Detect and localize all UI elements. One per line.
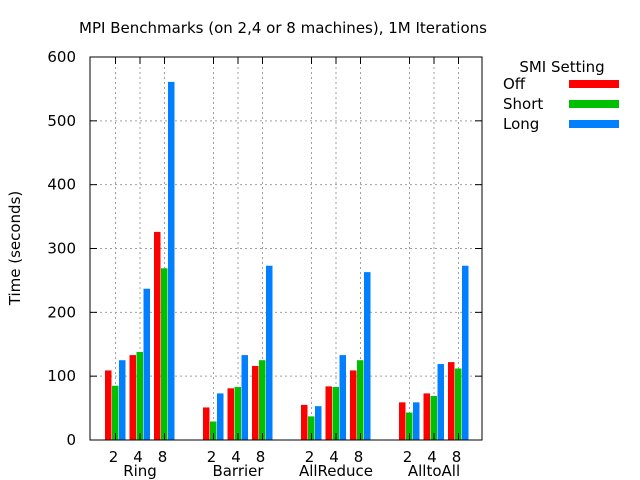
bar-off [423,393,430,440]
y-axis-label: Time (seconds) [6,191,24,307]
y-tick-label: 500 [47,112,76,130]
x-tick-label: 2 [403,448,413,466]
bar-long [266,265,273,440]
group-label: AllReduce [299,462,373,480]
bar-long [339,355,346,440]
bar-off [301,404,308,440]
legend-label: Short [503,95,543,113]
bar-off [325,386,332,440]
x-tick-label: 8 [354,448,364,466]
bar-off [448,362,455,440]
legend-swatch [569,120,619,128]
bar-off [350,370,357,440]
bar-long [143,288,150,440]
y-tick-label: 100 [47,367,76,385]
bar-short [406,412,413,440]
x-tick-label: 4 [329,448,339,466]
bar-long [241,355,248,440]
bar-long [119,360,126,440]
bar-short [210,421,217,440]
legend-swatch [569,100,619,108]
y-tick-label: 300 [47,240,76,258]
bar-off [105,370,112,440]
bar-off [154,231,161,440]
bar-off [399,402,406,440]
bar-long [413,402,420,440]
x-tick-label: 8 [452,448,462,466]
bar-long [437,364,444,440]
x-tick-label: 2 [109,448,119,466]
x-tick-label: 4 [133,448,143,466]
bar-short [455,368,462,440]
legend-label: Off [503,75,526,93]
x-tick-label: 8 [256,448,266,466]
y-tick-label: 200 [47,303,76,321]
chart-title: MPI Benchmarks (on 2,4 or 8 machines), 1… [79,19,487,37]
x-tick-label: 4 [427,448,437,466]
bar-short [234,387,241,440]
bar-long [364,272,371,440]
bar-short [112,385,119,440]
bar-short [430,395,437,440]
group-label: AlltoAll [408,462,460,480]
bar-long [168,81,175,441]
y-tick-label: 400 [47,176,76,194]
group-label: Ring [123,462,157,480]
legend: Off Short Long [503,75,619,133]
legend-swatch [569,80,619,88]
x-tick-label: 4 [231,448,241,466]
bar-short [332,387,339,440]
bar-off [227,388,234,440]
y-tick-label: 600 [47,48,76,66]
bar-long [315,406,322,440]
bars [105,81,469,441]
group-label: Barrier [212,462,264,480]
bar-short [308,416,315,440]
x-tick-label: 2 [305,448,315,466]
bar-long [462,265,469,440]
bar-short [259,360,266,440]
bar-long [217,393,224,440]
bar-short [161,268,168,440]
x-tick-label: 8 [158,448,168,466]
bar-off [252,365,259,440]
y-tick-label: 0 [66,431,76,449]
x-tick-label: 2 [207,448,217,466]
bar-short [357,360,364,440]
legend-title: SMI Setting [519,58,604,76]
bar-off [203,407,210,440]
bar-short [136,351,143,440]
legend-label: Long [503,115,539,133]
y-axis-ticks: 0 100 200 300 400 500 600 [47,48,482,449]
bar-off [129,355,136,440]
